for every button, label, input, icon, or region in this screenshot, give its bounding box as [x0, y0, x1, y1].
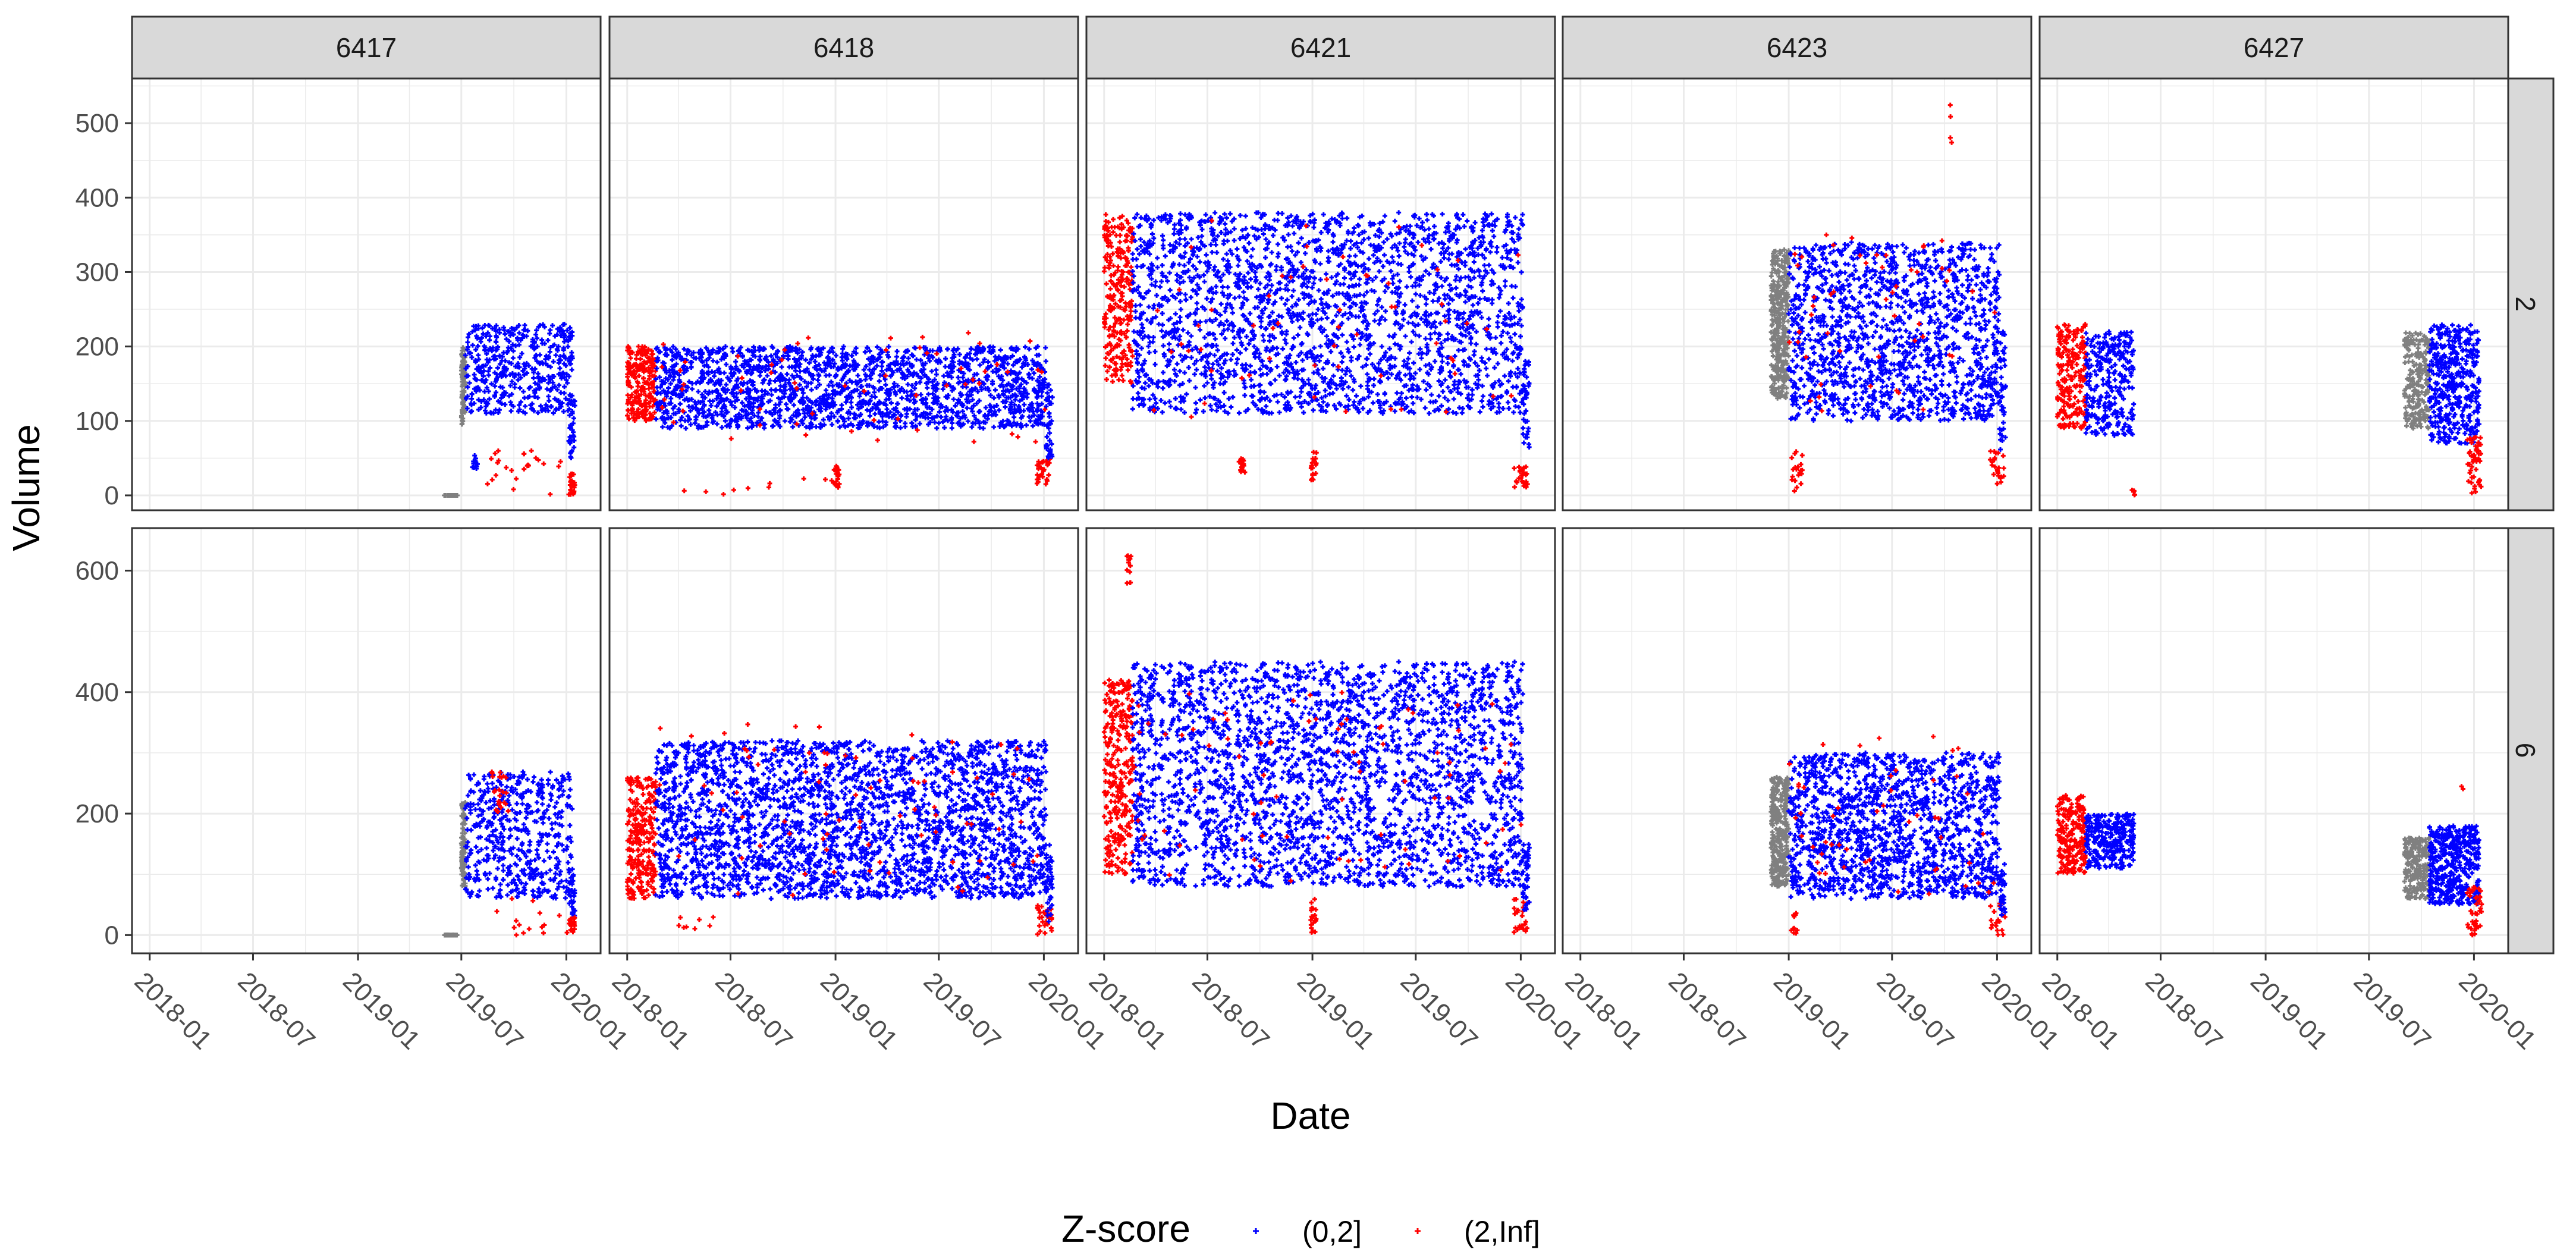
facet-strip-label: 6427: [2244, 32, 2304, 63]
facet-strip-label: 6418: [813, 32, 874, 63]
facet-strip-label: 6423: [1767, 32, 1827, 63]
panel-6417-2: [131, 77, 602, 511]
panel-background: [132, 79, 601, 510]
panel-6418-2: [608, 77, 1079, 511]
panel-background: [610, 79, 1078, 510]
facet-strip-label: 6417: [336, 32, 397, 63]
panels-layer: 6417 6418 6421 6423 6427 2 6: [131, 15, 2555, 955]
row-strip-label: 2: [2510, 296, 2541, 312]
facet-strip-label: 6421: [1290, 32, 1351, 63]
panel-6421-2: [1085, 77, 1556, 511]
row-strip-label: 6: [2510, 743, 2541, 758]
